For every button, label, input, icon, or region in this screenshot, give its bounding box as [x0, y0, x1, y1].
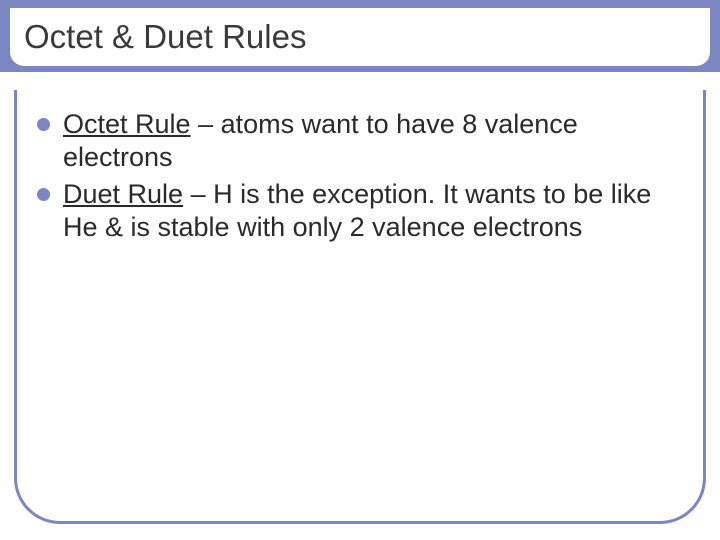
content-inner: Octet Rule – atoms want to have 8 valenc…: [17, 90, 703, 244]
bullet-term: Duet Rule: [63, 179, 183, 209]
slide: Octet & Duet Rules Octet Rule – atoms wa…: [0, 0, 720, 540]
bullet-item: Octet Rule – atoms want to have 8 valenc…: [63, 108, 671, 174]
bullet-dot-icon: [37, 118, 50, 131]
slide-title: Octet & Duet Rules: [24, 18, 710, 56]
bullet-term: Octet Rule: [63, 109, 191, 139]
bullet-item: Duet Rule – H is the exception. It wants…: [63, 178, 671, 244]
title-box: Octet & Duet Rules: [10, 8, 710, 66]
content-frame: Octet Rule – atoms want to have 8 valenc…: [14, 90, 706, 524]
bullet-dot-icon: [37, 188, 50, 201]
